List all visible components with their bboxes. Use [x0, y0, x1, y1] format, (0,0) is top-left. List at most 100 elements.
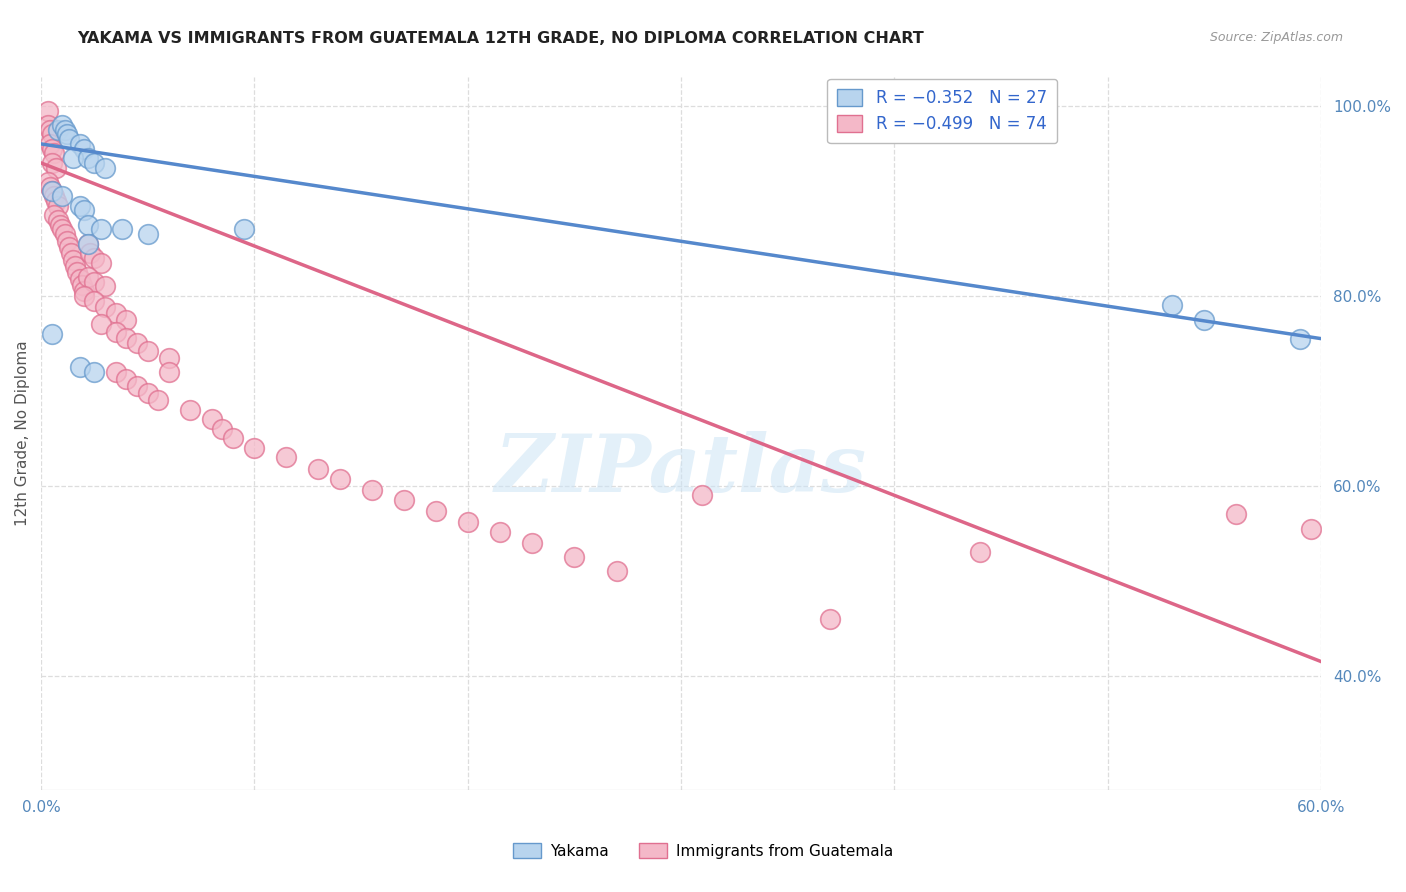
Point: [79, 246, 101, 260]
Point: [46, 122, 69, 136]
Point: [41, 156, 63, 170]
Point: [41, 185, 63, 199]
Point: [55, 128, 77, 142]
Point: [115, 312, 138, 326]
Point: [53, 227, 76, 242]
Point: [77, 218, 100, 232]
Point: [41, 128, 63, 142]
Point: [136, 227, 159, 242]
Point: [55, 234, 77, 248]
Point: [111, 222, 134, 236]
Point: [222, 431, 245, 445]
Point: [94, 161, 117, 175]
Point: [58, 239, 80, 253]
Point: [360, 483, 382, 497]
Point: [69, 272, 91, 286]
Point: [51, 118, 73, 132]
Point: [46, 213, 69, 227]
Text: YAKAMA VS IMMIGRANTS FROM GUATEMALA 12TH GRADE, NO DIPLOMA CORRELATION CHART: YAKAMA VS IMMIGRANTS FROM GUATEMALA 12TH…: [77, 31, 924, 46]
Text: ZIPatlas: ZIPatlas: [495, 431, 868, 508]
Point: [66, 265, 89, 279]
Point: [392, 493, 415, 508]
Point: [692, 488, 714, 502]
Point: [90, 318, 112, 332]
Point: [83, 293, 105, 308]
Point: [41, 142, 63, 156]
Point: [157, 365, 180, 379]
Point: [308, 462, 330, 476]
Point: [83, 275, 105, 289]
Legend: Yakama, Immigrants from Guatemala: Yakama, Immigrants from Guatemala: [508, 837, 898, 864]
Point: [41, 326, 63, 341]
Point: [49, 218, 72, 232]
Point: [37, 118, 59, 132]
Point: [1225, 508, 1247, 522]
Point: [73, 284, 96, 298]
Point: [51, 189, 73, 203]
Point: [51, 222, 73, 236]
Point: [276, 450, 298, 465]
Point: [45, 161, 67, 175]
Point: [457, 515, 479, 529]
Point: [232, 222, 254, 236]
Point: [70, 277, 93, 292]
Point: [104, 306, 127, 320]
Point: [42, 189, 65, 203]
Point: [83, 251, 105, 265]
Point: [136, 385, 159, 400]
Point: [179, 403, 201, 417]
Point: [73, 142, 96, 156]
Point: [41, 185, 63, 199]
Point: [94, 279, 117, 293]
Point: [62, 252, 84, 267]
Point: [115, 371, 138, 385]
Point: [1289, 332, 1312, 346]
Point: [211, 422, 233, 436]
Point: [606, 565, 628, 579]
Point: [115, 331, 138, 345]
Legend: R = −0.352   N = 27, R = −0.499   N = 74: R = −0.352 N = 27, R = −0.499 N = 74: [827, 78, 1057, 144]
Point: [520, 536, 543, 550]
Point: [46, 199, 69, 213]
Point: [59, 246, 82, 260]
Point: [201, 412, 224, 426]
Point: [1160, 298, 1182, 312]
Point: [77, 236, 100, 251]
Point: [1299, 522, 1322, 536]
Point: [104, 325, 127, 339]
Point: [38, 179, 60, 194]
Point: [69, 199, 91, 213]
Point: [77, 236, 100, 251]
Point: [148, 393, 170, 408]
Point: [73, 203, 96, 218]
Point: [243, 441, 266, 455]
Point: [38, 122, 60, 136]
Point: [38, 136, 60, 151]
Point: [127, 379, 149, 393]
Point: [37, 175, 59, 189]
Point: [136, 343, 159, 358]
Point: [1192, 312, 1215, 326]
Point: [69, 136, 91, 151]
Point: [42, 208, 65, 222]
Point: [58, 132, 80, 146]
Point: [820, 612, 842, 626]
Point: [53, 122, 76, 136]
Point: [90, 255, 112, 269]
Point: [104, 365, 127, 379]
Point: [77, 269, 100, 284]
Text: Source: ZipAtlas.com: Source: ZipAtlas.com: [1209, 31, 1343, 45]
Point: [488, 525, 510, 540]
Point: [45, 194, 67, 208]
Point: [969, 545, 991, 559]
Point: [564, 550, 586, 565]
Point: [37, 103, 59, 118]
Point: [90, 222, 112, 236]
Point: [73, 289, 96, 303]
Point: [94, 301, 117, 315]
Point: [77, 151, 100, 165]
Point: [83, 156, 105, 170]
Point: [69, 360, 91, 375]
Point: [62, 151, 84, 165]
Point: [65, 259, 87, 273]
